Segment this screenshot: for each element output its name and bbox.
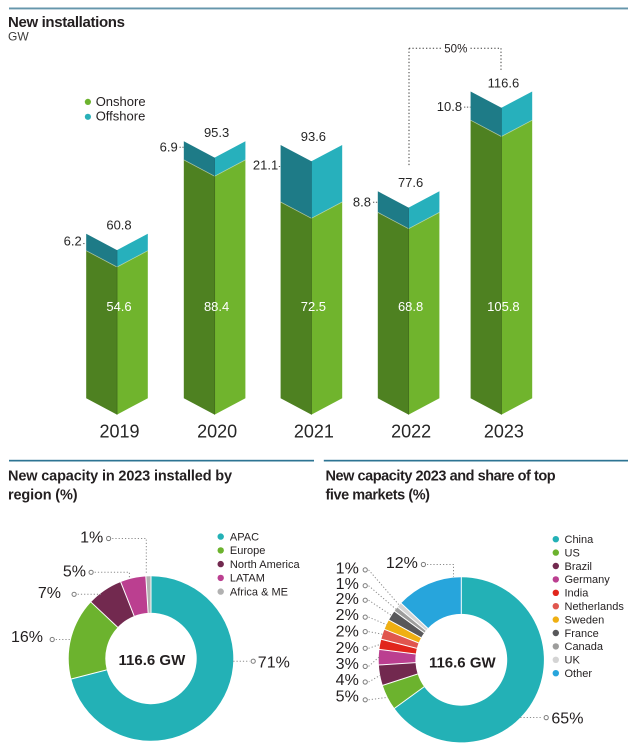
svg-text:Offshore: Offshore	[96, 109, 146, 124]
svg-text:APAC: APAC	[230, 531, 259, 543]
svg-text:6.2: 6.2	[64, 234, 82, 249]
svg-text:88.4: 88.4	[204, 299, 229, 314]
svg-text:2019: 2019	[99, 421, 139, 441]
svg-text:Netherlands: Netherlands	[565, 601, 625, 613]
svg-text:2%: 2%	[336, 624, 359, 641]
svg-text:95.3: 95.3	[204, 125, 229, 140]
svg-text:1%: 1%	[336, 576, 359, 593]
svg-text:77.6: 77.6	[398, 175, 423, 190]
svg-text:60.8: 60.8	[106, 218, 131, 233]
svg-text:116.6: 116.6	[488, 75, 520, 90]
svg-text:4%: 4%	[336, 672, 359, 689]
svg-text:21.1: 21.1	[253, 158, 278, 173]
svg-text:116.6 GW: 116.6 GW	[429, 655, 497, 672]
svg-text:116.6 GW: 116.6 GW	[119, 652, 187, 669]
svg-text:Germany: Germany	[565, 574, 611, 586]
svg-text:105.8: 105.8	[487, 299, 520, 314]
svg-text:Sweden: Sweden	[565, 614, 605, 626]
svg-text:93.6: 93.6	[301, 129, 326, 144]
svg-text:16%: 16%	[11, 629, 43, 646]
svg-text:12%: 12%	[386, 555, 418, 572]
svg-text:2%: 2%	[336, 640, 359, 657]
svg-text:GW: GW	[8, 30, 29, 44]
svg-text:New installations: New installations	[8, 14, 125, 31]
svg-text:2020: 2020	[197, 421, 237, 441]
svg-text:65%: 65%	[551, 711, 583, 728]
svg-text:France: France	[565, 628, 599, 640]
svg-text:72.5: 72.5	[301, 299, 326, 314]
svg-text:UK: UK	[565, 655, 581, 667]
svg-text:54.6: 54.6	[106, 299, 131, 314]
svg-text:five markets (%): five markets (%)	[326, 488, 431, 504]
svg-text:New capacity 2023 and share of: New capacity 2023 and share of top	[326, 469, 556, 485]
svg-text:Onshore: Onshore	[96, 94, 146, 109]
svg-text:North America: North America	[230, 559, 301, 571]
svg-text:2021: 2021	[294, 421, 334, 441]
svg-text:5%: 5%	[336, 689, 359, 706]
svg-text:68.8: 68.8	[398, 299, 423, 314]
svg-text:2022: 2022	[391, 421, 431, 441]
svg-text:Europe: Europe	[230, 545, 265, 557]
svg-text:2%: 2%	[336, 607, 359, 624]
svg-text:3%: 3%	[336, 656, 359, 673]
svg-text:Brazil: Brazil	[565, 561, 593, 573]
svg-text:Africa & ME: Africa & ME	[230, 586, 288, 598]
svg-text:5%: 5%	[63, 563, 86, 580]
svg-text:New capacity in 2023 installed: New capacity in 2023 installed by	[8, 469, 232, 485]
svg-text:10.8: 10.8	[437, 99, 462, 114]
svg-text:China: China	[565, 534, 595, 546]
svg-text:7%: 7%	[38, 585, 61, 602]
svg-text:1%: 1%	[80, 530, 103, 547]
svg-text:region (%): region (%)	[8, 488, 78, 504]
svg-text:Canada: Canada	[565, 641, 604, 653]
svg-text:LATAM: LATAM	[230, 573, 265, 585]
svg-text:US: US	[565, 547, 580, 559]
svg-text:2%: 2%	[336, 591, 359, 608]
svg-text:6.9: 6.9	[160, 140, 178, 155]
svg-text:1%: 1%	[336, 561, 359, 578]
svg-text:India: India	[565, 588, 590, 600]
svg-text:8.8: 8.8	[353, 195, 371, 210]
svg-text:50%: 50%	[444, 44, 467, 56]
svg-text:71%: 71%	[258, 654, 290, 671]
svg-text:Other: Other	[565, 668, 593, 680]
svg-text:2023: 2023	[484, 421, 524, 441]
